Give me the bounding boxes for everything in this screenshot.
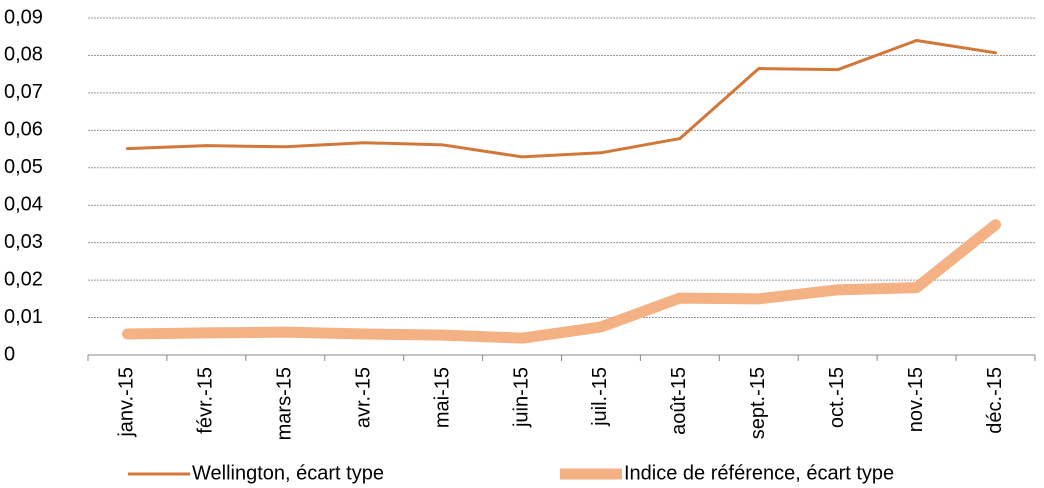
x-tick-label: août-15	[668, 367, 690, 435]
x-tick-label: mars-15	[274, 367, 296, 440]
y-tick-label: 0,04	[4, 194, 43, 216]
x-tick-label: déc.-15	[984, 367, 1006, 434]
y-tick-label: 0,08	[4, 44, 43, 66]
y-tick-label: 0,06	[4, 119, 43, 141]
x-tick-label: avr.-15	[352, 367, 374, 428]
x-tick-label: juin-15	[510, 367, 532, 428]
x-tick-label: sept.-15	[747, 367, 769, 439]
x-tick-label: juil.-15	[589, 367, 611, 427]
y-tick-label: 0,07	[4, 81, 43, 103]
y-tick-label: 0,09	[4, 6, 43, 28]
x-tick-label: nov.-15	[905, 367, 927, 432]
y-tick-label: 0,03	[4, 231, 43, 253]
x-tick-label: janv.-15	[116, 367, 138, 438]
x-tick-label: oct.-15	[826, 367, 848, 428]
y-tick-label: 0,01	[4, 306, 43, 328]
legend-label: Wellington, écart type	[192, 462, 384, 484]
y-tick-label: 0,05	[4, 156, 43, 178]
y-tick-label: 0,02	[4, 268, 43, 290]
series-line	[125, 38, 998, 159]
series-line	[121, 219, 1002, 344]
y-tick-label: 0	[4, 343, 15, 365]
x-tick-label: mai-15	[431, 367, 453, 428]
x-tick-label: févr.-15	[195, 367, 217, 434]
legend-label: Indice de référence, écart type	[624, 462, 894, 484]
